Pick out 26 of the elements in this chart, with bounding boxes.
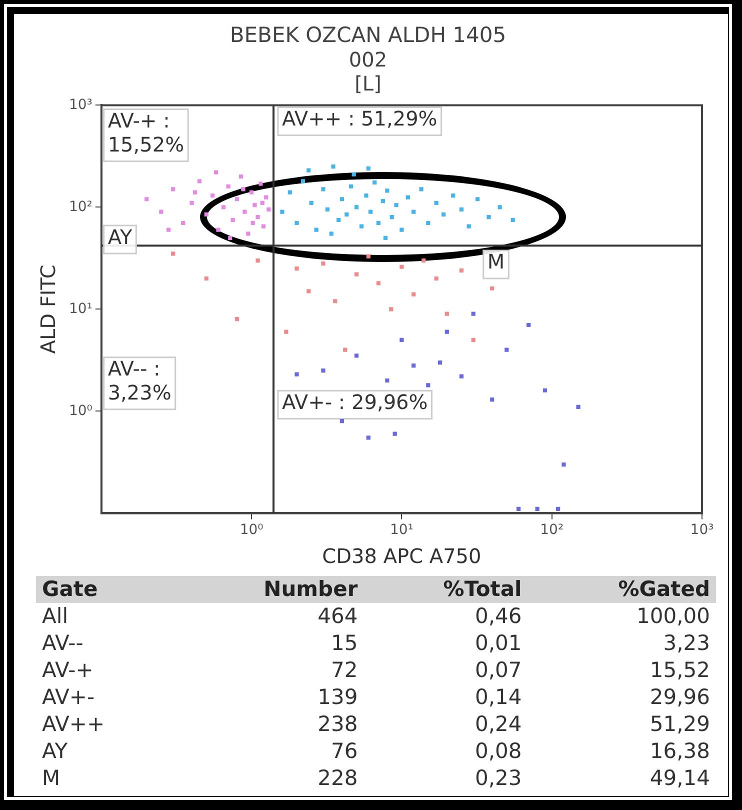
y-tick-label: 10¹ xyxy=(68,300,92,317)
chart-subtitle: 002 [L] xyxy=(348,47,388,96)
annotation: AY xyxy=(108,224,133,249)
annotation: AV-+ : 15,52% xyxy=(108,108,184,156)
text: AV-- 15 0,01 3,23 xyxy=(42,631,710,655)
chart-title: BEBEK OZCAN ALDH 1405 xyxy=(230,23,506,48)
text: M 228 0,23 49,14 xyxy=(42,766,710,790)
x-tick-label: 10³ xyxy=(690,522,714,538)
annotation: AV+- : 29,96% xyxy=(282,390,428,414)
y-tick-label: 10³ xyxy=(68,96,92,113)
text: AV-+ 72 0,07 15,52 xyxy=(42,658,710,682)
x-tick-label: 10² xyxy=(540,522,564,538)
y-tick-label: 10² xyxy=(68,198,92,215)
annotation: M xyxy=(487,250,505,274)
y-tick-label: 10⁰ xyxy=(68,402,93,419)
annotation: AV-- : 3,23% xyxy=(108,356,172,405)
x-tick-label: 10⁰ xyxy=(240,522,264,538)
annotation: AV++ : 51,29% xyxy=(282,106,438,130)
text: Gate Number %Total %Gated xyxy=(42,577,710,601)
text: AY 76 0,08 16,38 xyxy=(42,739,710,763)
y-axis-title: ALD FITC xyxy=(36,264,60,354)
x-axis-title: CD38 APC A750 xyxy=(322,544,482,568)
text: AV++ 238 0,24 51,29 xyxy=(42,712,710,736)
text: AV+- 139 0,14 29,96 xyxy=(42,685,710,709)
text: All 464 0,46 100,00 xyxy=(42,604,710,628)
x-tick-label: 10¹ xyxy=(390,522,414,538)
